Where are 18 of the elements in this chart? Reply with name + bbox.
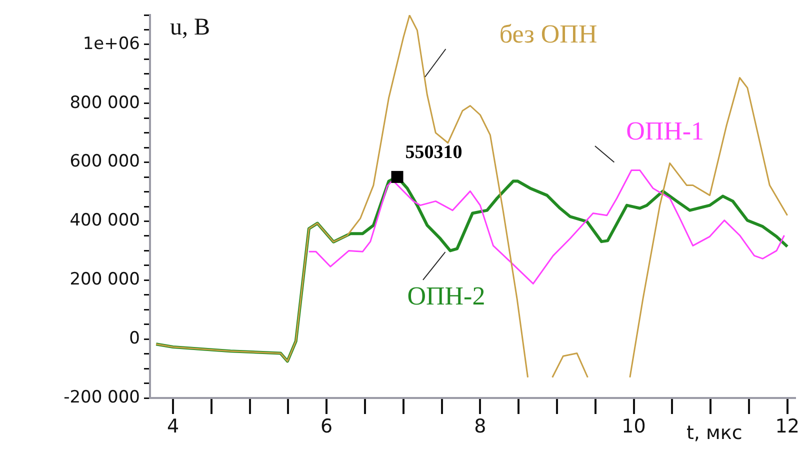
- y-tick-label: 1e+06: [82, 34, 140, 54]
- series-label: ОПН-1: [626, 116, 704, 146]
- x-tick-label: 8: [474, 415, 486, 438]
- x-tick-label: 10: [622, 415, 646, 438]
- series-label: ОПН-2: [407, 282, 486, 311]
- x-tick-label: 6: [320, 415, 333, 438]
- x-axis-title: t, мкс: [686, 422, 742, 444]
- y-tick-label: 0: [129, 328, 140, 348]
- y-tick-label: 600 000: [70, 152, 140, 172]
- x-tick-label: 4: [166, 415, 180, 438]
- x-tick-label: 12: [775, 415, 800, 438]
- y-tick-label: 400 000: [70, 210, 140, 231]
- y-tick-label: -200 000: [64, 387, 140, 408]
- annotation: 550310: [405, 142, 462, 163]
- y-tick-label: 800 000: [70, 92, 140, 113]
- y-axis-title: u, В: [170, 14, 210, 40]
- y-tick-label: 200 000: [70, 270, 140, 290]
- text: без ОПН: [499, 19, 598, 48]
